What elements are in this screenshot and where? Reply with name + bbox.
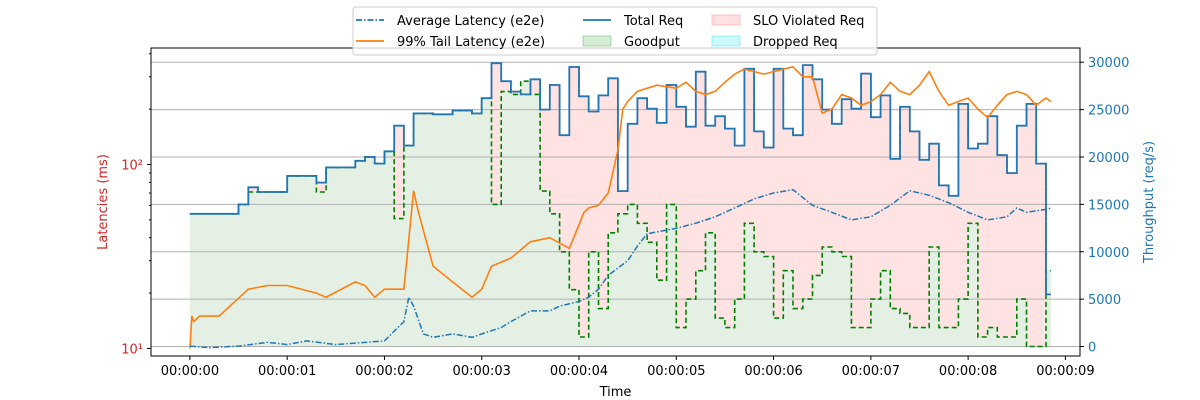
x-tick-label: 00:00:05: [647, 364, 705, 379]
legend-box: [352, 6, 878, 56]
left-y-axis: 10¹ 10²: [121, 53, 151, 357]
x-tick-label: 00:00:04: [550, 364, 608, 379]
series-lines: [189, 62, 1052, 349]
x-tick-label: 00:00:02: [355, 364, 413, 379]
right-tick-label: 25000: [1088, 104, 1129, 119]
legend-label: 99% Tail Latency (e2e): [397, 35, 545, 50]
gridlines: [151, 61, 1080, 348]
x-axis-label: Time: [599, 385, 632, 400]
right-tick-label: 20000: [1088, 151, 1129, 166]
x-tick-label: 00:00:09: [1036, 364, 1094, 379]
total-req-line: [189, 62, 1051, 296]
x-tick-label: 00:00:07: [842, 364, 900, 379]
left-y-axis-label: Latencies (ms): [96, 154, 111, 250]
x-axis: 00:00:00 00:00:01 00:00:02 00:00:03 00:00:04…: [161, 356, 1095, 379]
legend-swatch: [711, 35, 741, 47]
x-tick-label: 00:00:03: [453, 364, 511, 379]
left-tick-label: 10¹: [121, 342, 143, 357]
right-y-axis: 0 5000 10000 15000 20000 25000 30000: [1080, 56, 1129, 356]
legend-label: SLO Violated Req: [753, 14, 864, 29]
legend-swatch: [582, 35, 612, 47]
x-tick-label: 00:00:00: [161, 364, 219, 379]
avg-latency-line: [189, 188, 1052, 349]
x-tick-label: 00:00:06: [744, 364, 802, 379]
tail-latency-line: [189, 65, 1052, 349]
legend-label: Average Latency (e2e): [397, 14, 544, 29]
legend-label: Goodput: [624, 35, 680, 50]
right-tick-label: 15000: [1088, 198, 1129, 213]
right-tick-label: 30000: [1088, 56, 1129, 71]
right-tick-label: 5000: [1088, 293, 1121, 308]
right-tick-label: 0: [1088, 341, 1096, 356]
x-tick-label: 00:00:08: [939, 364, 997, 379]
legend: Average Latency (e2e) 99% Tail Latency (e…: [352, 6, 878, 56]
right-y-axis-label: Throughput (req/s): [1142, 141, 1157, 264]
legend-label: Dropped Req: [753, 35, 838, 50]
legend-swatch: [711, 14, 741, 26]
left-tick-label: 10²: [121, 159, 143, 174]
right-tick-label: 10000: [1088, 246, 1129, 261]
legend-label: Total Req: [623, 14, 683, 29]
x-tick-label: 00:00:01: [258, 364, 316, 379]
